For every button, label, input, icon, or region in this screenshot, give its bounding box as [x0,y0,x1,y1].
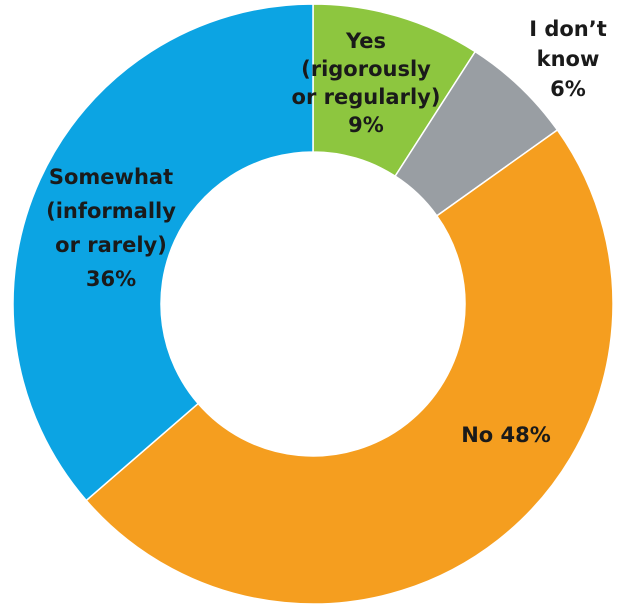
slice-label-3-line-0: Somewhat [49,165,173,189]
slice-label-0-line-0: Yes [345,29,386,53]
slice-label-1: I don’t know 6% [529,17,607,101]
slice-label-0: Yes (rigorously or regularly) 9% [292,29,441,137]
slice-3 [12,3,314,502]
slice-label-3: Somewhat (informally or rarely) 36% [46,165,176,291]
slice-label-1-line-2: 6% [550,77,586,101]
slice-label-1-line-0: I don’t [529,17,607,41]
slice-label-0-line-3: 9% [348,113,384,137]
slice-label-3-line-2: or rarely) [55,233,167,257]
labels-group: Yes (rigorously or regularly) 9% I don’t know… [46,17,607,447]
slice-label-2: No 48% [461,423,551,447]
slices-group [12,3,614,605]
slice-label-0-line-1: (rigorously [301,57,431,81]
slice-label-1-line-1: know [537,47,600,71]
slice-label-3-line-3: 36% [86,267,136,291]
slice-label-2-line-0: No 48% [461,423,551,447]
slice-2 [85,128,614,605]
slice-label-0-line-2: or regularly) [292,85,441,109]
slice-label-3-line-1: (informally [46,199,176,223]
